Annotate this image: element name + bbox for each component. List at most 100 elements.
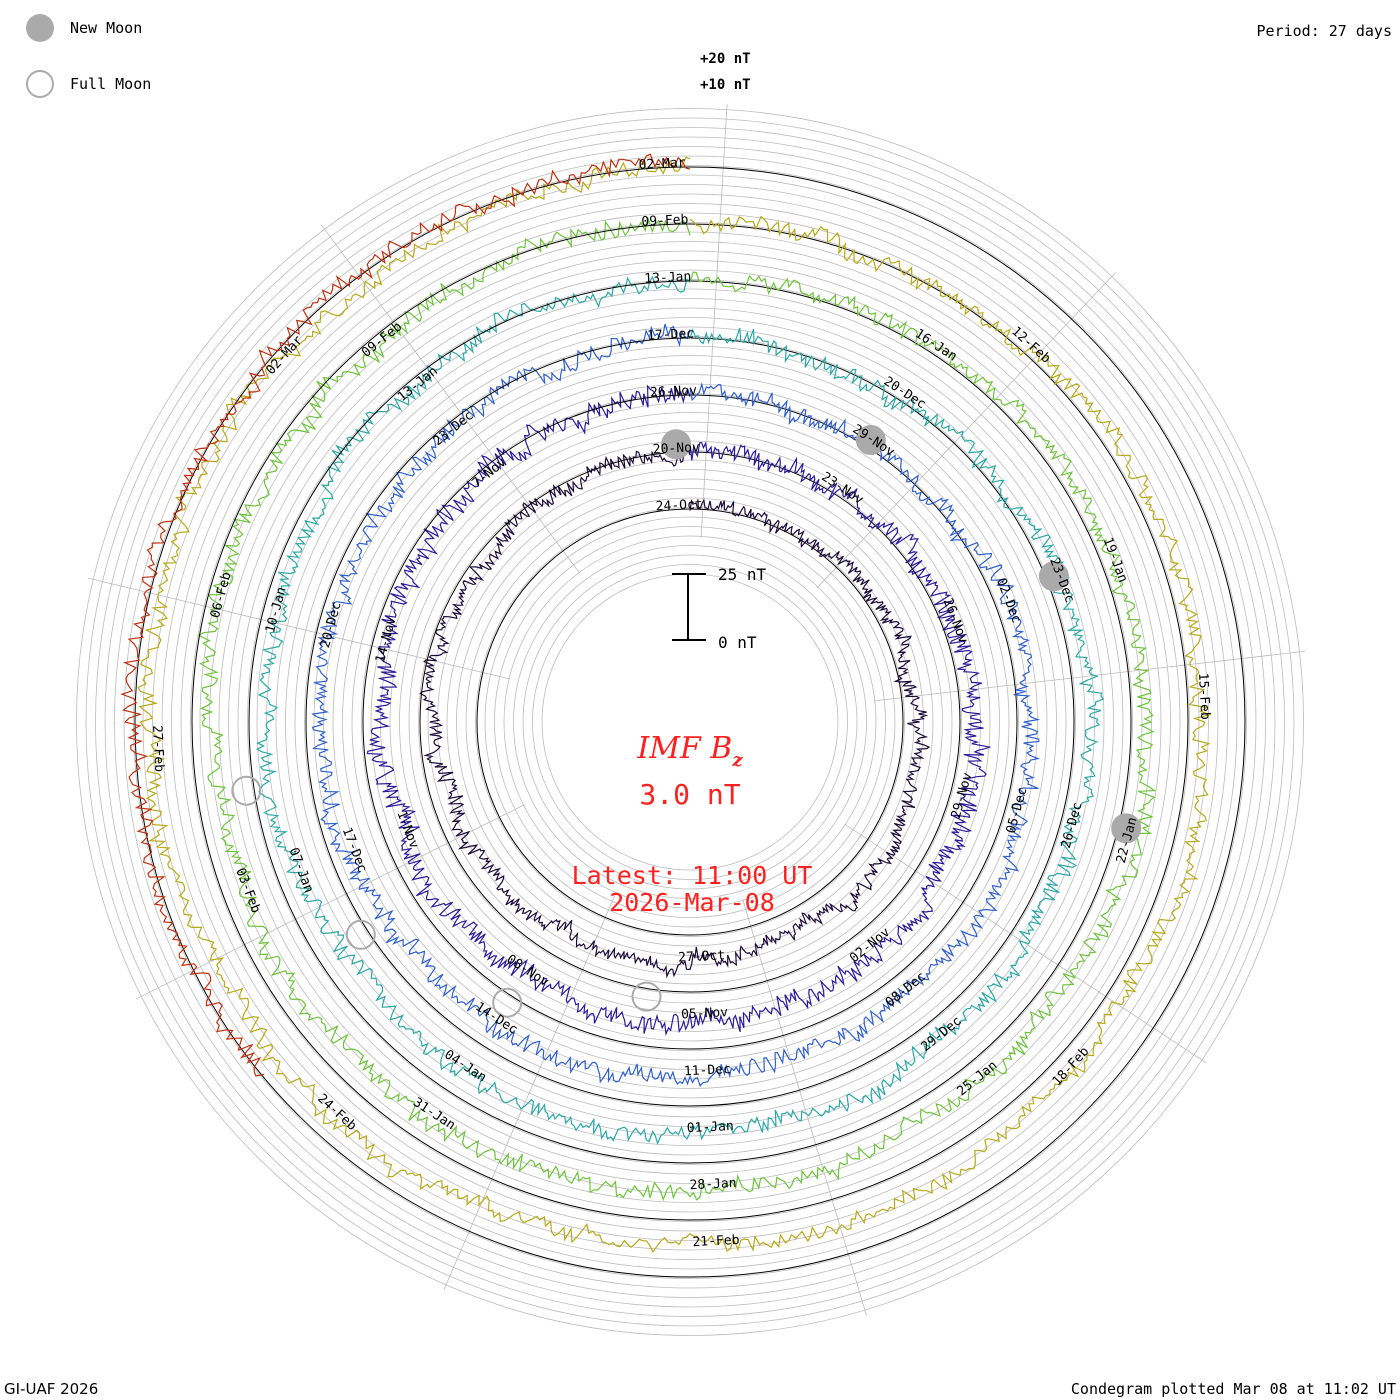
date-label: 02-Mar: [638, 156, 686, 173]
grid-layer: [76, 104, 1305, 1336]
chart-title: IMF Bz: [636, 731, 743, 771]
rotation-baseline-6: [191, 223, 1189, 1221]
date-label: 04-Jan: [441, 1047, 489, 1085]
grid-circle: [190, 222, 1190, 1222]
full-moon-marker: [231, 775, 262, 806]
grid-circle: [180, 212, 1200, 1232]
scale-bar-top-label: 25 nT: [718, 565, 767, 584]
new-moon-marker: [1038, 561, 1069, 592]
grid-circle: [361, 393, 1019, 1051]
legend-new-moon: New Moon: [26, 12, 142, 44]
date-label: 24-Oct: [655, 497, 703, 514]
rotation-baseline-7: [134, 166, 1246, 1278]
grid-circle: [351, 383, 1029, 1061]
grid-circle: [133, 165, 1247, 1279]
new-moon-marker: [661, 429, 692, 460]
grid-circle: [484, 516, 896, 928]
grid-circle: [427, 459, 953, 985]
grid-circle: [418, 450, 962, 994]
date-label: 29-Dec: [919, 1014, 965, 1055]
grid-spoke: [873, 650, 1305, 702]
full-moon-marker: [631, 981, 662, 1012]
rotation-baseline-3: [362, 394, 1018, 1050]
grid-circle: [522, 554, 858, 890]
period-label: Period: 27 days: [1256, 22, 1392, 40]
grid-circle: [275, 307, 1105, 1137]
ring-label-10: +10 nT: [700, 77, 751, 93]
imf-trace-rotation-3: [311, 323, 1041, 1088]
full-moon-label: Full Moon: [70, 75, 152, 93]
date-label: 1-Nov: [393, 809, 421, 851]
grid-circle: [247, 279, 1133, 1165]
date-label: 01-Jan: [686, 1119, 734, 1136]
legend-full-moon: Full Moon: [26, 68, 151, 100]
date-label: 09-Feb: [641, 212, 689, 229]
date-label: 25-Jan: [954, 1058, 1000, 1099]
credit-label: GI-UAF 2026: [4, 1380, 99, 1398]
imf-trace-rotation-2: [366, 384, 991, 1037]
grid-circle: [513, 545, 867, 899]
rotation-baseline-2: [419, 451, 961, 993]
grid-circle: [332, 364, 1048, 1080]
scale-bar: 25 nT 0 nT: [672, 565, 767, 652]
imf-trace-rotation-7: [120, 153, 691, 1077]
grid-circle: [228, 260, 1152, 1184]
new-moon-icon: [26, 14, 54, 42]
grid-circle: [446, 478, 934, 966]
grid-spoke: [816, 272, 1116, 588]
date-label: 29-Nov: [949, 771, 976, 820]
grid-circle: [494, 526, 886, 918]
grid-spoke: [136, 804, 525, 1000]
grid-circle: [161, 193, 1219, 1251]
grid-circle: [199, 231, 1181, 1213]
grid-circle: [266, 298, 1114, 1146]
date-label: 26-Nov: [650, 383, 698, 400]
grid-circle: [218, 250, 1162, 1194]
date-label: 13-Jan: [644, 269, 692, 286]
grid-circle: [532, 564, 848, 880]
grid-spoke: [700, 104, 728, 538]
grid-circle: [95, 127, 1285, 1317]
date-label: 08-Dec: [883, 969, 929, 1010]
grid-circle: [389, 421, 991, 1023]
latest-time: Latest: 11:00 UT: [572, 861, 813, 890]
grid-circle: [85, 117, 1295, 1327]
date-label: 21-Feb: [692, 1233, 740, 1250]
full-moon-marker: [492, 987, 523, 1018]
grid-circle: [294, 326, 1086, 1118]
chart-title-subscript: z: [731, 750, 743, 771]
date-label: 14-Dec: [473, 1000, 521, 1038]
grid-circle: [503, 535, 877, 909]
grid-circle: [256, 288, 1124, 1156]
date-label: 28-Jan: [689, 1176, 737, 1193]
grid-circle: [399, 431, 981, 1013]
grid-circle: [209, 241, 1171, 1203]
date-label: 27-Oct: [678, 948, 726, 965]
imf-trace-rotation-1: [419, 447, 931, 979]
grid-circle: [76, 108, 1304, 1336]
moon-markers-layer: [231, 425, 1142, 1018]
date-label: 17-Dec: [647, 326, 695, 343]
grid-circle: [285, 317, 1095, 1127]
grid-circle: [370, 402, 1010, 1042]
date-label: 27-Feb: [149, 725, 166, 773]
latest-date: 2026-Mar-08: [609, 888, 775, 917]
grid-circle: [237, 269, 1143, 1175]
imf-trace-rotation-5: [197, 217, 1157, 1202]
date-label: 05-Dec: [1004, 786, 1031, 835]
grid-circle: [313, 345, 1067, 1099]
date-label: 11-Dec: [684, 1062, 732, 1079]
grid-circle: [114, 146, 1266, 1298]
grid-spoke: [742, 899, 867, 1316]
grid-circle: [104, 136, 1276, 1308]
grid-circle: [456, 488, 924, 956]
ring-label-20: +20 nT: [700, 51, 751, 67]
plotted-timestamp: Condegram plotted Mar 08 at 11:02 UT: [1070, 1380, 1396, 1398]
imf-trace-rotation-6: [137, 156, 1212, 1253]
grid-circle: [152, 184, 1228, 1260]
rotation-baseline-5: [248, 280, 1132, 1164]
grid-circle: [123, 155, 1257, 1289]
grid-circle: [142, 174, 1238, 1270]
date-label: 15-Feb: [1195, 672, 1212, 720]
